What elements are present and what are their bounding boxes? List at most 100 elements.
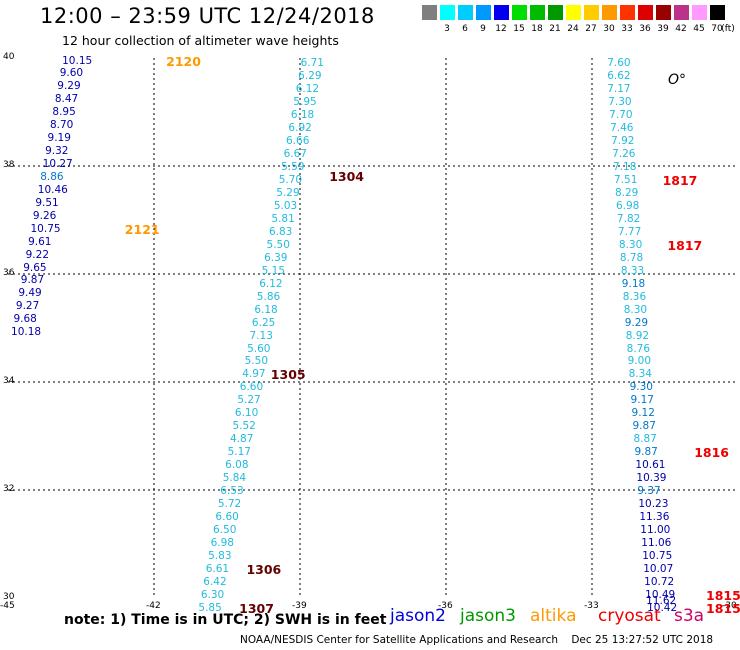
pass-time-label: 1816	[694, 445, 729, 461]
legend-label: 9	[480, 24, 486, 34]
wave-height-value: 10.46	[37, 183, 68, 196]
longitude-tick-label: -33	[584, 601, 599, 611]
legend-swatch	[440, 5, 455, 20]
wave-height-value: 6.60	[215, 511, 239, 523]
latitude-tick-label: 32	[3, 484, 15, 494]
legend-swatch	[710, 5, 725, 20]
latitude-tick-label: 40	[3, 52, 15, 62]
wave-height-value: 5.29	[276, 187, 300, 199]
satellite-name: s3a	[674, 606, 705, 626]
legend-swatch	[476, 5, 491, 20]
wave-height-value: 5.81	[271, 212, 295, 225]
wave-height-value: 5.03	[273, 199, 298, 212]
legend-swatch	[656, 5, 671, 20]
wave-height-value: 5.27	[237, 394, 261, 407]
wave-height-value: 6.50	[213, 523, 237, 536]
wave-height-value: 6.08	[225, 459, 249, 472]
wave-height-value: 6.53	[220, 485, 244, 498]
legend-swatch	[530, 5, 545, 20]
legend-swatch	[422, 5, 437, 20]
legend-swatch	[638, 5, 653, 20]
latitude-tick-label: 38	[3, 160, 15, 170]
wave-height-value: 6.29	[298, 70, 322, 83]
wave-height-value: 5.95	[293, 96, 317, 109]
wave-height-value: 7.60	[607, 57, 631, 70]
wave-height-value: 8.76	[626, 342, 651, 355]
wave-height-value: 9.29	[624, 316, 649, 329]
pass-time-label: 1307	[239, 600, 274, 616]
legend-unit: (ft)	[721, 24, 735, 34]
satellite-name: cryosat	[598, 606, 661, 626]
wave-height-value: 9.30	[629, 381, 653, 394]
wave-height-value: 6.62	[607, 70, 631, 83]
legend-label: 21	[549, 24, 561, 34]
pass-time-label: 1305	[270, 367, 306, 383]
wave-height-value: 9.87	[20, 274, 45, 287]
legend-label: 24	[567, 24, 579, 34]
pass-time-label: 2121	[124, 221, 160, 237]
wave-height-value: 9.00	[627, 355, 652, 368]
longitude-tick-label: -42	[146, 601, 161, 611]
pass-time-label: 1815	[706, 587, 740, 603]
latitude-tick-label: 30	[3, 592, 15, 602]
wave-height-value: 7.26	[612, 148, 636, 161]
wave-height-value: 6.18	[290, 109, 315, 122]
wave-height-value: 8.36	[622, 290, 647, 303]
wave-height-value: 9.22	[25, 248, 50, 261]
wave-height-value: 9.12	[631, 407, 655, 420]
wave-height-value: 10.15	[62, 55, 93, 68]
wave-height-value: 8.47	[54, 93, 79, 106]
wave-height-value: 9.51	[35, 196, 59, 209]
legend-label: 12	[495, 24, 507, 34]
wave-height-value: 7.70	[609, 109, 633, 122]
wave-height-value: 9.19	[47, 131, 71, 144]
legend-label: 30	[603, 24, 615, 34]
wave-height-value: 6.25	[251, 316, 276, 329]
wave-height-value: 5.83	[208, 549, 232, 562]
wave-height-value: 9.68	[13, 313, 37, 326]
wave-height-value: 8.92	[625, 329, 650, 342]
wave-height-value: 7.13	[249, 329, 273, 342]
wave-height-value: 10.72	[644, 575, 675, 588]
wave-height-value: 8.33	[620, 264, 645, 277]
wave-height-value: 7.30	[608, 96, 632, 109]
pass-time-label: 1817	[662, 173, 698, 189]
wave-height-value: 9.37	[637, 485, 661, 498]
legend-label: 18	[531, 24, 543, 34]
satellite-name: jason3	[460, 606, 516, 626]
longitude-tick-label: -36	[438, 601, 453, 611]
wave-height-value: 8.30	[623, 303, 648, 316]
legend-swatch	[584, 5, 599, 20]
wave-height-value: 4.97	[242, 368, 266, 381]
longitude-tick-label: -30	[722, 601, 737, 611]
wave-height-value: 5.70	[278, 174, 303, 187]
wave-height-value: 6.98	[210, 536, 234, 549]
wave-height-value: 8.87	[633, 433, 657, 446]
wave-height-value: 10.75	[30, 222, 61, 235]
latitude-tick-label: 34	[3, 376, 15, 386]
pass-time-label: 1817	[667, 237, 703, 253]
wave-height-value: 10.18	[11, 326, 42, 339]
wave-height-value: 10.49	[645, 588, 676, 601]
wave-height-value: 10.23	[638, 498, 669, 511]
legend-swatch	[692, 5, 707, 20]
wave-height-value: 5.72	[217, 498, 242, 511]
wave-height-value: 9.18	[621, 277, 646, 290]
wave-height-value: 6.30	[200, 588, 225, 601]
wave-height-value: 5.59	[281, 161, 305, 174]
longitude-tick-label: -39	[292, 601, 307, 611]
legend-label: 42	[675, 24, 687, 34]
pass-time-label: 1304	[329, 168, 364, 184]
wave-height-value: 6.18	[254, 303, 278, 316]
wave-height-value: 5.60	[247, 342, 271, 355]
legend-swatch	[548, 5, 563, 20]
legend-label: 15	[513, 24, 525, 34]
legend-swatch	[674, 5, 689, 20]
wave-height-value: 6.10	[234, 407, 259, 420]
map-title: 12:00 – 23:59 UTC 12/24/2018	[40, 4, 375, 28]
legend-label: 36	[639, 24, 651, 34]
wave-height-value: 6.42	[203, 575, 227, 588]
wave-height-value: 6.98	[615, 199, 640, 212]
legend-label: 33	[621, 24, 633, 34]
